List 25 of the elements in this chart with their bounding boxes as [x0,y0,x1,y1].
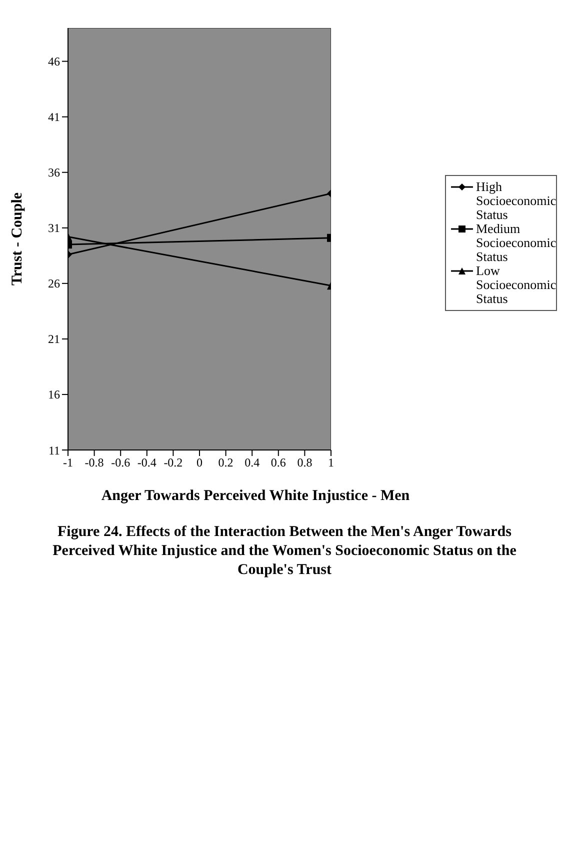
y-tick-label: 36 [48,166,60,180]
x-tick-label: -0.2 [164,456,183,470]
x-tick-label: -0.8 [84,456,104,470]
y-tick-label: 11 [48,443,60,458]
text: Figure 24. Effects of the Interaction Between the Men's Anger Towards Perceived White Injustice and the Women's Socioeconomic Status on the Couple's Trust [52,523,518,580]
x-tick-label: 1 [328,456,334,470]
x-tick-label: -0.4 [137,456,156,470]
x-tick-label: 0.8 [297,456,312,470]
x-tick-label: -0.6 [111,456,130,470]
y-tick-label: 21 [48,332,60,346]
legend-label: High Socioeconomic Status [476,179,556,222]
x-tick-label: 0.4 [244,456,260,470]
y-tick-label: 16 [48,388,60,402]
y-tick-label: 46 [48,54,60,69]
x-tick-label: 0.6 [270,456,286,470]
x-tick-label: 0 [196,456,202,470]
y-axis-title: Trust - Couple [9,192,26,286]
y-tick-label: 31 [48,221,60,236]
legend-label: Low Socioeconomic Status [476,263,556,306]
x-axis-title: Anger Towards Perceived White Injustice - Men [100,488,411,505]
y-tick-label: 41 [48,110,60,124]
x-tick-label: -1 [63,456,73,470]
y-tick-label: 26 [48,276,60,291]
x-tick-label: 0.2 [218,456,234,470]
legend-label: Medium Socioeconomic Status [476,221,556,264]
